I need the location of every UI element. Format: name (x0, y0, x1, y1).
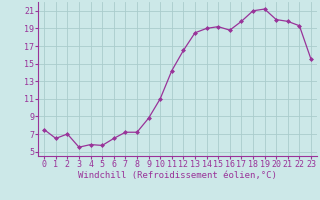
X-axis label: Windchill (Refroidissement éolien,°C): Windchill (Refroidissement éolien,°C) (78, 171, 277, 180)
